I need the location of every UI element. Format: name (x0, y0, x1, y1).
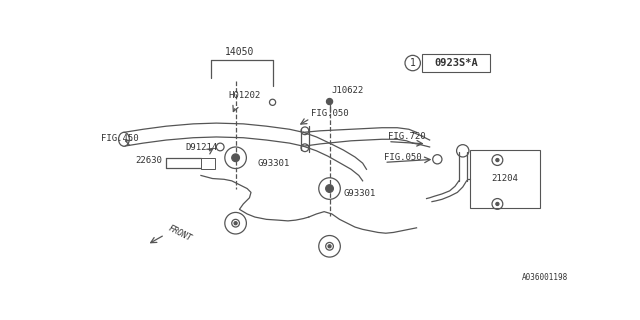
Circle shape (326, 99, 333, 105)
Text: J10622: J10622 (332, 86, 364, 95)
Text: FIG.050: FIG.050 (384, 153, 422, 162)
Text: 1: 1 (410, 58, 415, 68)
Text: FIG.450: FIG.450 (101, 134, 138, 143)
Text: A036001198: A036001198 (522, 273, 568, 282)
Text: G93301: G93301 (344, 189, 376, 198)
Ellipse shape (118, 132, 129, 146)
Text: G93301: G93301 (257, 159, 289, 168)
Circle shape (328, 245, 331, 248)
Text: 22630: 22630 (136, 156, 163, 164)
Text: 14050: 14050 (225, 47, 254, 57)
Text: FRONT: FRONT (166, 224, 193, 243)
Text: 0923S*A: 0923S*A (434, 58, 477, 68)
Text: D91214: D91214 (186, 143, 218, 152)
Circle shape (496, 203, 499, 205)
Circle shape (326, 185, 333, 192)
Circle shape (496, 158, 499, 162)
Bar (201, 158, 215, 169)
Text: FIG.720: FIG.720 (388, 132, 426, 141)
Circle shape (234, 222, 237, 225)
Text: H01202: H01202 (228, 91, 260, 100)
Text: 21204: 21204 (492, 174, 518, 183)
Circle shape (232, 154, 239, 162)
Bar (470, 150, 540, 208)
Bar (422, 54, 490, 72)
Text: FIG.050: FIG.050 (311, 109, 349, 118)
